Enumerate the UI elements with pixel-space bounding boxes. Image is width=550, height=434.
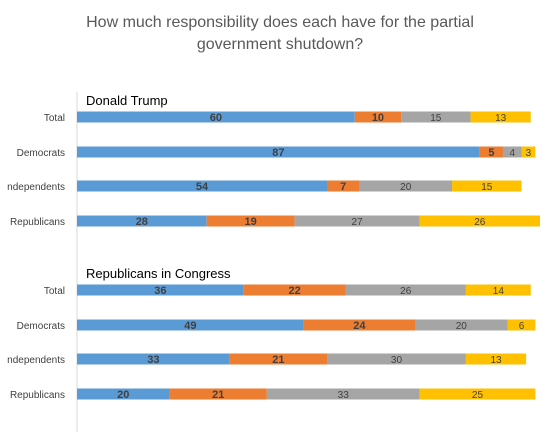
category-label: Republicans [10, 390, 65, 401]
bar-segment [169, 388, 267, 400]
bar-segment [359, 180, 453, 192]
bar-segment [345, 284, 466, 296]
data-label: 13 [490, 355, 502, 366]
data-label: 7 [340, 181, 346, 193]
bar-segment [229, 353, 328, 365]
bar-segment [479, 146, 503, 158]
category-label: Democrats [17, 321, 65, 332]
bar-segment [77, 284, 244, 296]
data-label: 21 [212, 389, 224, 401]
data-label: 15 [481, 182, 493, 193]
data-label: 87 [272, 147, 284, 159]
data-label: 36 [154, 285, 166, 297]
data-label: 49 [184, 320, 196, 332]
bar-segment [470, 111, 531, 123]
data-label: 26 [474, 217, 486, 228]
data-label: 15 [430, 113, 442, 124]
bar-segment [303, 319, 415, 331]
data-label: 25 [472, 390, 484, 401]
bar-segment [243, 284, 346, 296]
data-label: 21 [272, 354, 284, 366]
data-label: 6 [519, 321, 525, 332]
chart-title: How much responsibility does each have f… [40, 12, 520, 56]
bar-segment [465, 353, 527, 365]
data-label: 24 [353, 320, 366, 332]
bar-segment [452, 180, 522, 192]
bar-segment [507, 319, 536, 331]
bar-segment [77, 146, 480, 158]
bar-segment [206, 215, 295, 227]
data-label: 54 [196, 181, 209, 193]
bar-segment [521, 146, 536, 158]
data-label: 28 [136, 216, 148, 228]
bar-segment [266, 388, 420, 400]
data-label: 20 [456, 321, 468, 332]
category-label: ndependents [7, 355, 65, 366]
data-label: 20 [117, 389, 129, 401]
bar-segment [419, 215, 540, 227]
bar-segment [327, 353, 466, 365]
data-label: 27 [352, 217, 364, 228]
data-label: 5 [488, 147, 494, 159]
group-label-0: Donald Trump [86, 93, 168, 108]
chart-title-line-2: government shutdown? [196, 36, 364, 53]
bar-segment [77, 215, 207, 227]
bar-segment [414, 319, 508, 331]
data-label: 13 [495, 113, 507, 124]
bar-segment [502, 146, 522, 158]
data-label: 33 [147, 354, 159, 366]
category-label: Democrats [17, 148, 65, 159]
bar-segment [77, 111, 355, 123]
data-label: 26 [400, 286, 412, 297]
bar-segment [77, 180, 328, 192]
data-label: 33 [338, 390, 350, 401]
bar-segment [327, 180, 360, 192]
bar-segment [294, 215, 420, 227]
data-label: 20 [400, 182, 412, 193]
category-label: Republicans [10, 217, 65, 228]
data-label: 22 [288, 285, 300, 297]
data-label: 30 [391, 355, 403, 366]
chart-title-line-1: How much responsibility does each have f… [86, 14, 474, 31]
data-label: 60 [210, 112, 222, 124]
bar-segment [401, 111, 471, 123]
bar-segment [77, 353, 230, 365]
data-label: 4 [509, 148, 515, 159]
data-label: 10 [372, 112, 384, 124]
category-label: ndependents [7, 182, 65, 193]
category-label: Total [44, 286, 65, 297]
category-label: Total [44, 113, 65, 124]
bar-segment [77, 388, 170, 400]
bar-segment [354, 111, 402, 123]
bar-segment [419, 388, 536, 400]
bar-segment [77, 319, 304, 331]
group-label-1: Republicans in Congress [86, 266, 231, 281]
bar-segment [465, 284, 531, 296]
data-label: 14 [493, 286, 505, 297]
data-label: 19 [245, 216, 257, 228]
data-label: 3 [526, 148, 532, 159]
